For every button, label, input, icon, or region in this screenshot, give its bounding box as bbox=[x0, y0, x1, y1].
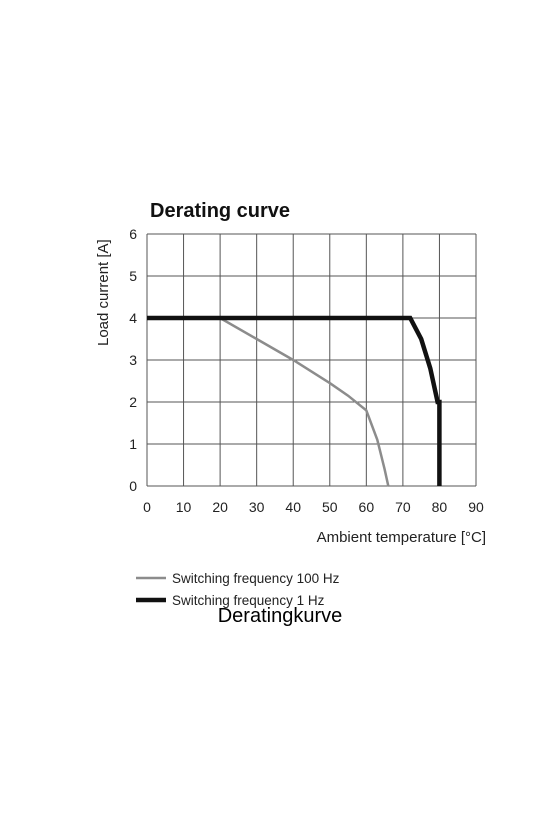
legend-label-2: Switching frequency 1 Hz bbox=[172, 593, 325, 608]
series-line-1 bbox=[147, 316, 390, 487]
y-tick-label: 6 bbox=[129, 226, 137, 242]
y-tick-label: 1 bbox=[129, 436, 137, 452]
x-tick-label: 60 bbox=[359, 499, 375, 515]
x-tick-label: 30 bbox=[249, 499, 265, 515]
x-tick-label: 90 bbox=[468, 499, 484, 515]
y-tick-label: 4 bbox=[129, 310, 137, 326]
y-tick-label: 5 bbox=[129, 268, 137, 284]
legend: Switching frequency 100 Hz Switching freq… bbox=[136, 571, 340, 608]
y-axis-label: Load current [A] bbox=[95, 239, 112, 346]
y-tick-label: 0 bbox=[129, 478, 137, 494]
x-tick-label: 20 bbox=[212, 499, 228, 515]
legend-label-1: Switching frequency 100 Hz bbox=[172, 571, 340, 586]
x-axis-label: Ambient temperature [°C] bbox=[317, 529, 486, 546]
grid bbox=[146, 233, 477, 487]
series-lines bbox=[147, 315, 442, 487]
x-tick-label: 40 bbox=[285, 499, 301, 515]
series-line-2 bbox=[147, 315, 442, 486]
y-tick-label: 2 bbox=[129, 394, 137, 410]
x-tick-label: 10 bbox=[176, 499, 192, 515]
x-tick-label: 0 bbox=[143, 499, 151, 515]
x-tick-label: 50 bbox=[322, 499, 338, 515]
y-tick-label: 3 bbox=[129, 352, 137, 368]
x-tick-label: 80 bbox=[432, 499, 448, 515]
tick-labels: 0 10 20 30 40 50 60 70 80 90 0 1 2 3 4 5 6 bbox=[129, 226, 484, 515]
chart-title: Derating curve bbox=[150, 200, 290, 222]
x-tick-label: 70 bbox=[395, 499, 411, 515]
image-caption: Deratingkurve bbox=[217, 605, 343, 627]
